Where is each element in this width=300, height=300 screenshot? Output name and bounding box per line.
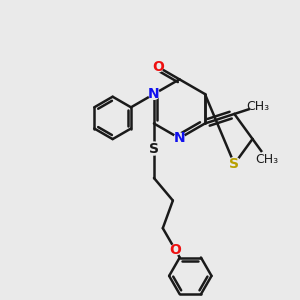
Circle shape <box>250 98 266 115</box>
Text: O: O <box>169 243 181 257</box>
Circle shape <box>174 133 185 143</box>
Text: O: O <box>152 60 164 74</box>
Text: S: S <box>229 157 239 171</box>
Text: CH₃: CH₃ <box>247 100 270 113</box>
Text: N: N <box>148 87 160 101</box>
Circle shape <box>259 151 275 167</box>
Text: CH₃: CH₃ <box>256 153 279 166</box>
Text: N: N <box>174 131 185 145</box>
Circle shape <box>228 158 241 170</box>
Text: S: S <box>149 142 159 155</box>
Circle shape <box>152 61 163 72</box>
Circle shape <box>148 89 159 99</box>
Circle shape <box>170 244 181 255</box>
Circle shape <box>148 142 160 155</box>
